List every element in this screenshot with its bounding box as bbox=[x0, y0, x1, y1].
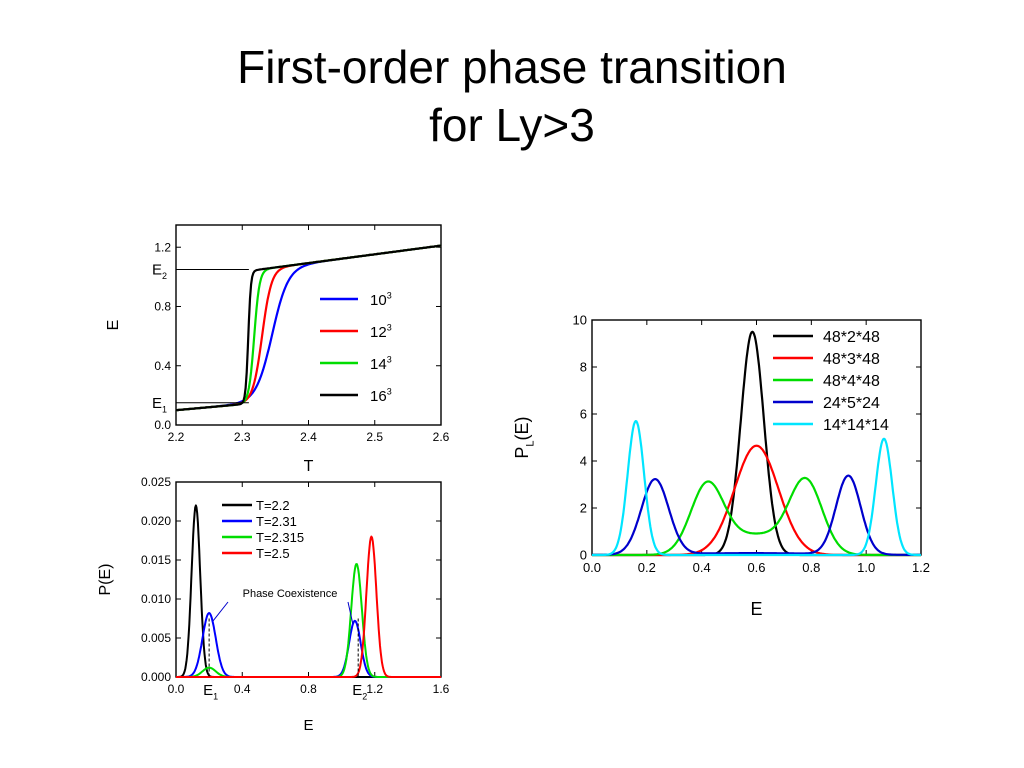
slide-title: First-order phase transition for Ly>3 bbox=[0, 38, 1024, 154]
y-axis-label: PL(E) bbox=[512, 416, 536, 458]
x-tick-label: 2.5 bbox=[366, 430, 383, 444]
series-line-48*4*48 bbox=[591, 476, 922, 557]
legend-label: 48*2*48 bbox=[823, 329, 880, 346]
y-tick-label: 0.005 bbox=[141, 631, 171, 645]
chart-energy-distribution-slabs: 0.0 0.2 0.4 0.6 0.8 1.0 1.2 0 2 4 6 8 10 E PL(E) 48*2*4… bbox=[512, 313, 930, 619]
y-tick-label: 2 bbox=[580, 501, 587, 516]
y-tick-label: 0.8 bbox=[154, 300, 171, 314]
x-tick-label: 0.8 bbox=[802, 560, 820, 575]
chart-energy-vs-temperature: 2.2 2.3 2.4 2.5 2.6 0.0 0.4 0.8 1.2 T E E2 E1 103 123 1… bbox=[105, 224, 450, 475]
legend-label: 163 bbox=[370, 386, 392, 405]
y-tick-label: 0.000 bbox=[141, 670, 171, 684]
y-tick-label: 10 bbox=[573, 313, 587, 328]
y-tick-label: 0.4 bbox=[154, 359, 171, 373]
x-axis-label: T bbox=[304, 458, 314, 475]
annotation-arrow bbox=[347, 601, 354, 625]
energy-level-label: E1 bbox=[152, 395, 167, 415]
y-tick-label: 4 bbox=[580, 454, 587, 469]
phase-coexistence-label: Phase Coexistence bbox=[243, 588, 338, 600]
legend-label: 48*3*48 bbox=[823, 351, 880, 368]
legend-label: 123 bbox=[370, 322, 392, 341]
y-tick-label: 0.010 bbox=[141, 592, 171, 606]
plot-frame bbox=[175, 224, 442, 426]
x-tick-label: 0.0 bbox=[583, 560, 601, 575]
y-tick-label: 8 bbox=[580, 360, 587, 375]
x-tick-label: 1.2 bbox=[366, 682, 383, 696]
series-line-T=2.315 bbox=[175, 563, 442, 678]
y-tick-label: 0.020 bbox=[141, 514, 171, 528]
energy-marker-label: E1 bbox=[203, 682, 218, 702]
x-tick-label: 0.4 bbox=[693, 560, 711, 575]
y-tick-label: 0.015 bbox=[141, 553, 171, 567]
legend-label: 143 bbox=[370, 354, 392, 373]
x-tick-label: 2.2 bbox=[168, 430, 185, 444]
legend-label: 103 bbox=[370, 290, 392, 309]
y-tick-label: 0.0 bbox=[154, 418, 171, 432]
x-axis-label: E bbox=[750, 599, 762, 619]
energy-marker-label: E2 bbox=[352, 682, 367, 702]
slide-title-line-2: for Ly>3 bbox=[429, 99, 595, 151]
x-tick-label: 1.0 bbox=[857, 560, 875, 575]
x-tick-label: 0.8 bbox=[300, 682, 317, 696]
series-line-12 bbox=[175, 244, 442, 412]
plot-frame bbox=[175, 481, 442, 678]
x-tick-label: 1.6 bbox=[433, 682, 450, 696]
x-tick-label: 0.6 bbox=[747, 560, 765, 575]
y-tick-label: 0.025 bbox=[141, 475, 171, 489]
legend-label: T=2.315 bbox=[256, 530, 304, 545]
slide-title-line-1: First-order phase transition bbox=[237, 41, 787, 93]
y-tick-label: 6 bbox=[580, 407, 587, 422]
legend-label: T=2.31 bbox=[256, 514, 297, 529]
series-line-14 bbox=[175, 244, 442, 412]
x-tick-label: 2.6 bbox=[433, 430, 450, 444]
legend-label: 48*4*48 bbox=[823, 373, 880, 390]
series-line-14*14*14 bbox=[591, 420, 922, 557]
series-line-16 bbox=[175, 244, 442, 412]
x-tick-label: 0.4 bbox=[234, 682, 251, 696]
y-tick-label: 0 bbox=[580, 548, 587, 563]
legend-label: T=2.2 bbox=[256, 498, 290, 513]
x-tick-label: 2.3 bbox=[234, 430, 251, 444]
chart-energy-distribution-cubes: 0.0 0.4 0.8 1.2 1.6 0.000 0.005 0.010 0.015 0.020… bbox=[97, 475, 450, 734]
x-tick-label: 0.2 bbox=[638, 560, 656, 575]
series-line-48*3*48 bbox=[591, 444, 922, 557]
series-line-10 bbox=[175, 244, 442, 412]
x-tick-label: 2.4 bbox=[300, 430, 317, 444]
x-axis-label: E bbox=[303, 717, 313, 734]
x-tick-label: 0.0 bbox=[168, 682, 185, 696]
annotation-arrow bbox=[212, 601, 229, 622]
series-line-T=2.5 bbox=[175, 535, 442, 678]
y-axis-label: E bbox=[105, 320, 122, 331]
legend-label: 24*5*24 bbox=[823, 395, 880, 412]
y-axis-label: P(E) bbox=[97, 564, 114, 596]
legend-label: T=2.5 bbox=[256, 546, 290, 561]
x-tick-label: 1.2 bbox=[912, 560, 930, 575]
energy-level-label: E2 bbox=[152, 261, 167, 281]
legend-label: 14*14*14 bbox=[823, 417, 889, 434]
series-line-T=2.31 bbox=[175, 612, 442, 678]
y-tick-label: 1.2 bbox=[154, 240, 171, 254]
